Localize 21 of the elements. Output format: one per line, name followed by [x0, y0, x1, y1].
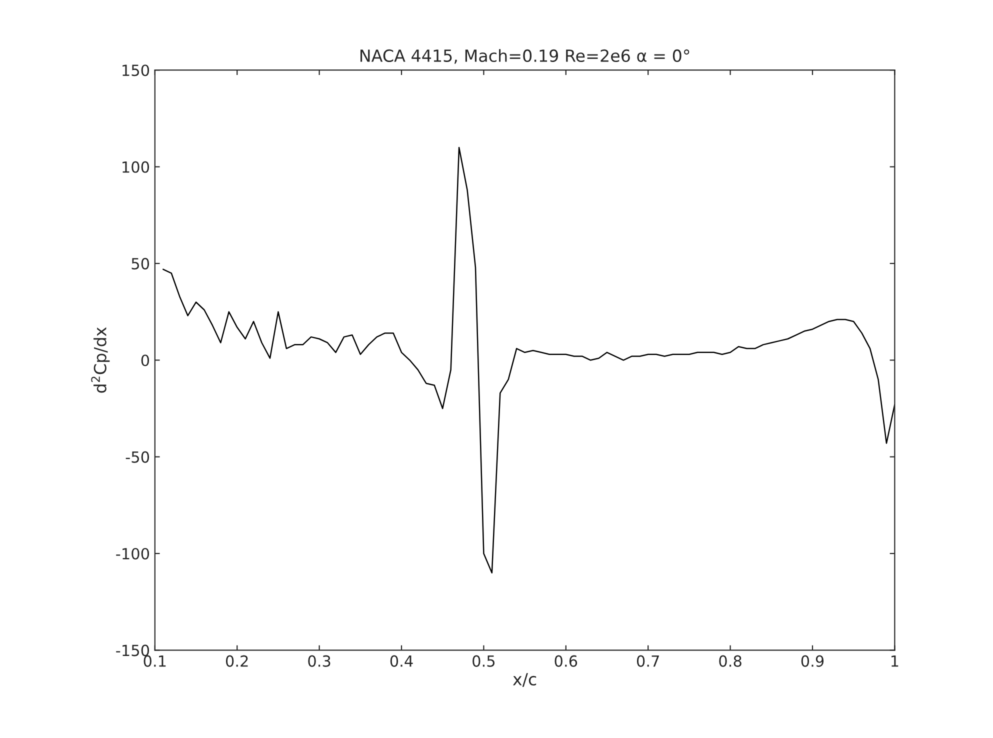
line-series [162, 146, 895, 574]
x-axis-title: x/c [512, 673, 536, 687]
y-tick-label: 50 [132, 258, 150, 270]
y-tick-label: 0 [141, 354, 150, 366]
y-tick-label: 150 [122, 64, 150, 76]
x-tick-label: 0.6 [554, 655, 578, 667]
x-tick-label: 0.5 [472, 655, 495, 667]
y-tick-label: -50 [126, 451, 150, 463]
x-tick-label: 0.2 [226, 655, 248, 667]
chart-title: NACA 4415, Mach=0.19 Re=2e6 α = 0° [360, 49, 690, 64]
x-tick-label: 1 [892, 656, 898, 667]
x-tick-label: 0.4 [390, 655, 413, 667]
x-tick-label: 0.9 [801, 655, 824, 667]
y-tick-label: -150 [116, 644, 150, 656]
y-tick-label: -100 [116, 548, 150, 560]
y-tick-label: 100 [122, 161, 150, 173]
x-tick-label: 0.7 [636, 655, 659, 667]
y-axis-title: d$^{2}$Cp/dx [91, 327, 110, 393]
x-tick-label: 0.3 [308, 655, 330, 667]
x-tick-label: 0.8 [719, 655, 742, 667]
x-tick-label: 0.1 [144, 655, 166, 667]
